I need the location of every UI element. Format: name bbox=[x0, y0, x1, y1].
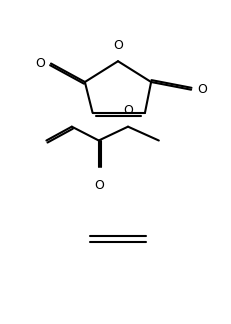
Text: O: O bbox=[197, 83, 207, 96]
Text: O: O bbox=[35, 57, 45, 70]
Text: O: O bbox=[113, 39, 123, 52]
Text: O: O bbox=[123, 104, 133, 117]
Text: O: O bbox=[94, 179, 104, 192]
